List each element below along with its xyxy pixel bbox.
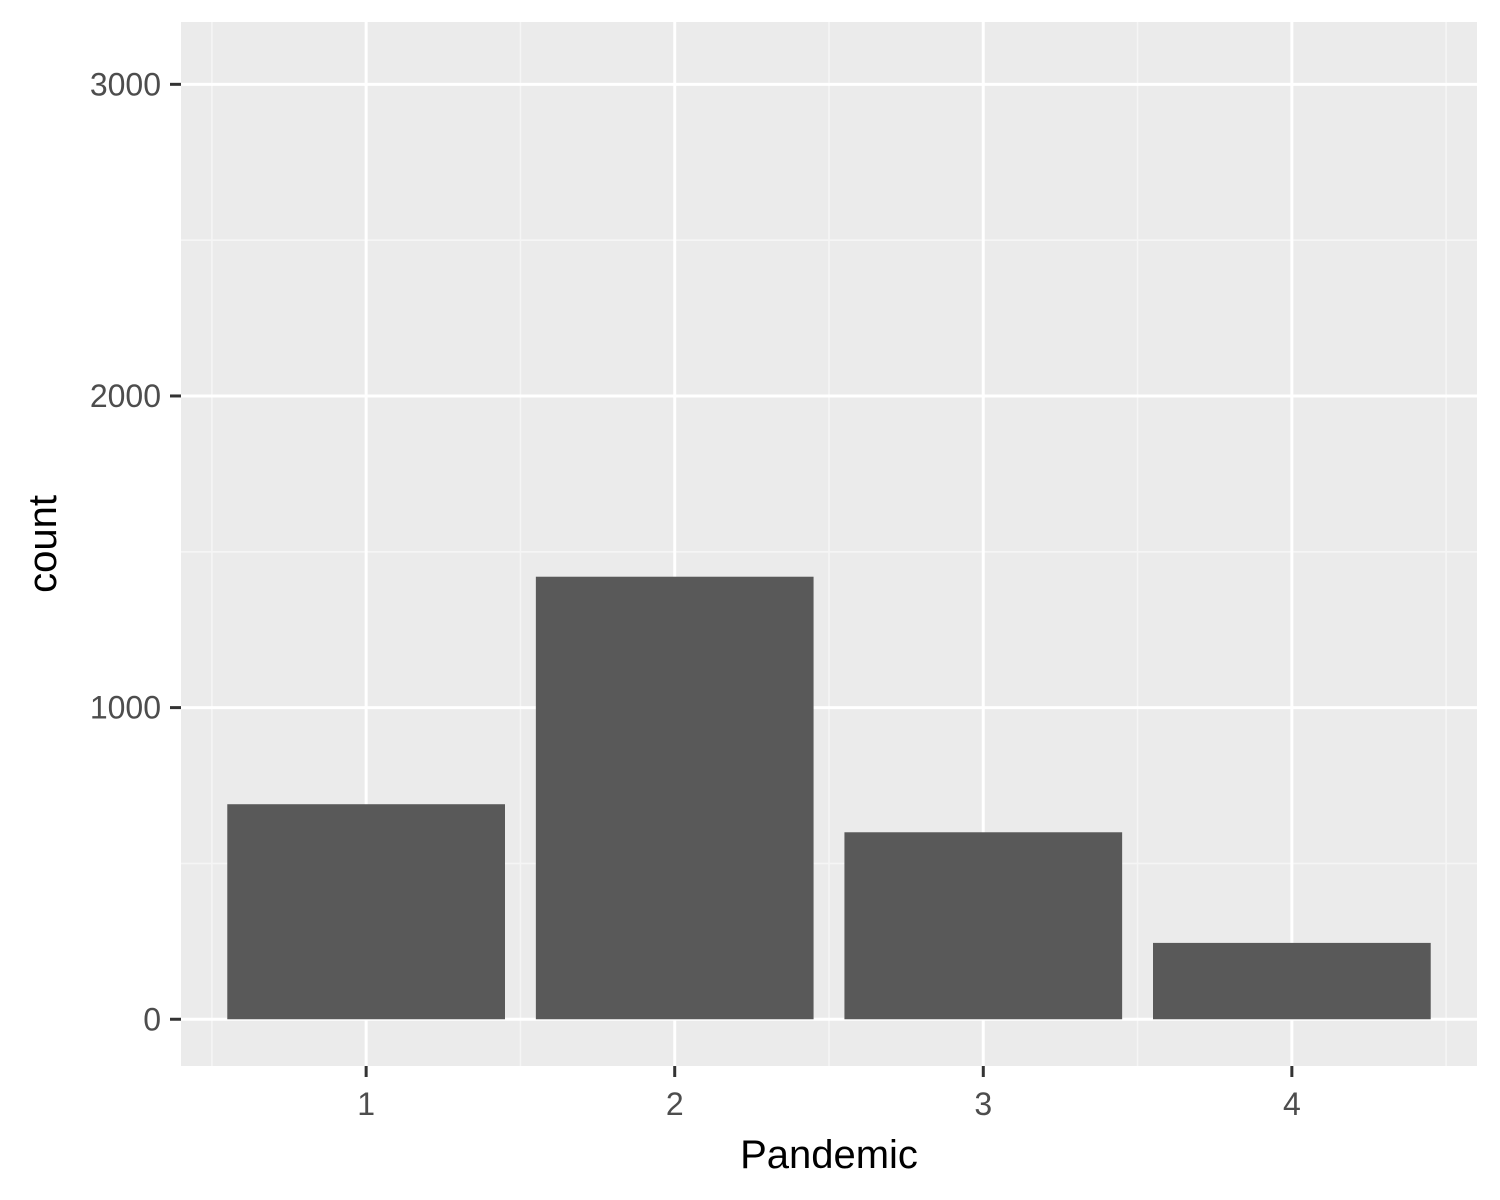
bar-3	[844, 832, 1123, 1020]
x-tick-label: 2	[666, 1086, 684, 1122]
y-axis-title: count	[21, 495, 65, 593]
y-axis: 0 1000 2000 3000	[90, 66, 181, 1037]
bar-2	[535, 576, 814, 1020]
x-tick-label: 1	[357, 1086, 375, 1122]
y-tick-label: 2000	[90, 378, 161, 414]
x-tick-label: 4	[1283, 1086, 1301, 1122]
x-axis: 1 2 3 4	[357, 1066, 1301, 1122]
y-tick-label: 0	[143, 1001, 161, 1037]
bar-4	[1153, 942, 1431, 1020]
x-tick-label: 3	[974, 1086, 992, 1122]
bars	[227, 576, 1431, 1020]
y-tick-label: 1000	[90, 690, 161, 726]
y-tick-label: 3000	[90, 66, 161, 102]
x-axis-title: Pandemic	[740, 1133, 918, 1177]
bar-1	[227, 804, 506, 1020]
